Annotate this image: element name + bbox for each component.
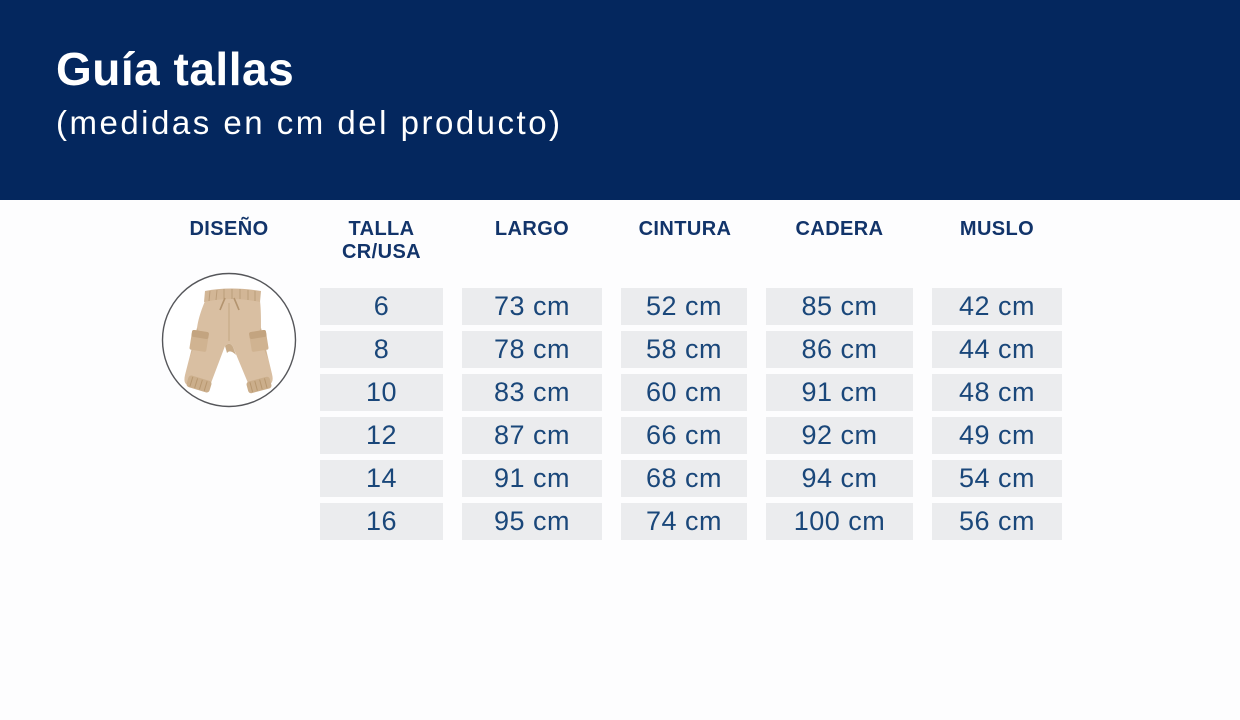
cell-largo-r6: 95 cm	[462, 503, 602, 540]
cell-cadera-r3: 91 cm	[766, 374, 913, 411]
cell-largo-r3: 83 cm	[462, 374, 602, 411]
cell-cadera-r6: 100 cm	[766, 503, 913, 540]
size-table: 6 73 cm 52 cm 85 cm 42 cm 8 78 cm 58 cm …	[320, 288, 1062, 540]
cell-muslo-r2: 44 cm	[932, 331, 1062, 368]
cell-largo-r4: 87 cm	[462, 417, 602, 454]
cell-cintura-r1: 52 cm	[621, 288, 747, 325]
cell-cintura-r5: 68 cm	[621, 460, 747, 497]
cell-cintura-r6: 74 cm	[621, 503, 747, 540]
column-header-muslo: MUSLO	[959, 218, 1035, 240]
header-band: Guía tallas (medidas en cm del producto)	[0, 0, 1240, 200]
cell-muslo-r3: 48 cm	[932, 374, 1062, 411]
column-header-talla: TALLA CR/USA	[341, 218, 422, 263]
product-illustration	[160, 271, 298, 409]
cell-muslo-r5: 54 cm	[932, 460, 1062, 497]
cell-largo-r1: 73 cm	[462, 288, 602, 325]
page-subtitle: (medidas en cm del producto)	[56, 104, 563, 141]
cell-cadera-r1: 85 cm	[766, 288, 913, 325]
cell-cadera-r5: 94 cm	[766, 460, 913, 497]
cell-cintura-r3: 60 cm	[621, 374, 747, 411]
cell-cadera-r2: 86 cm	[766, 331, 913, 368]
cell-talla-r5: 14	[320, 460, 443, 497]
column-header-cadera: CADERA	[795, 218, 884, 240]
cell-talla-r2: 8	[320, 331, 443, 368]
cell-talla-r6: 16	[320, 503, 443, 540]
cell-largo-r2: 78 cm	[462, 331, 602, 368]
column-header-cintura: CINTURA	[638, 218, 732, 240]
cell-muslo-r1: 42 cm	[932, 288, 1062, 325]
cell-cadera-r4: 92 cm	[766, 417, 913, 454]
column-header-largo: LARGO	[494, 218, 570, 240]
cell-talla-r3: 10	[320, 374, 443, 411]
pants-image	[161, 272, 297, 408]
cell-cintura-r4: 66 cm	[621, 417, 747, 454]
column-header-diseno: DISEÑO	[189, 218, 269, 240]
cell-muslo-r6: 56 cm	[932, 503, 1062, 540]
pants-drawing	[184, 288, 273, 394]
cell-muslo-r4: 49 cm	[932, 417, 1062, 454]
cell-largo-r5: 91 cm	[462, 460, 602, 497]
cell-talla-r4: 12	[320, 417, 443, 454]
page-title: Guía tallas	[56, 43, 295, 95]
cell-talla-r1: 6	[320, 288, 443, 325]
cell-cintura-r2: 58 cm	[621, 331, 747, 368]
